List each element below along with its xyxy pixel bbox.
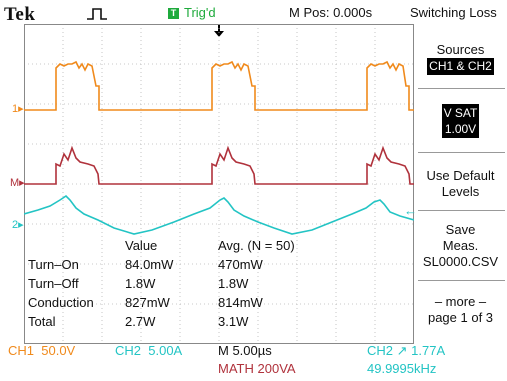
math-label: MATH [218,361,254,376]
trigger-level-arrow-icon: ← [404,203,417,218]
waveform-display[interactable] [24,24,414,344]
save-line2: Meas. [442,238,479,253]
vsat-value-box: V SAT 1.00V [441,104,480,138]
meas-row-avg: 3.1W [218,314,249,329]
ch1-trace [24,60,414,111]
math-ground-marker[interactable]: M▸ [10,176,25,189]
use-default-levels-button[interactable]: Use Default Levels [414,168,507,200]
math-readout[interactable]: MATH 200VA [218,361,296,376]
sources-button[interactable]: Sources CH1 & CH2 [414,42,507,75]
horizontal-position: M Pos: 0.000s [289,5,373,20]
frequency-readout: 49.9995kHz [367,361,437,376]
timebase-readout[interactable]: M 5.00µs [218,343,272,358]
sources-label: Sources [436,42,485,57]
ch2-scale: 5.00A [148,343,183,358]
meas-row-value: 2.7W [125,314,156,329]
ch1-label: CH1 [8,343,35,358]
ch2-ground-marker[interactable]: 2▸ [12,218,24,231]
meas-header-value: Value [125,238,158,253]
marker-arrow-right-icon: ▸ [18,219,24,231]
pulse-acquire-icon [87,8,107,20]
brand-logo: Tek [4,4,36,25]
trigger-status-indicator: T [168,8,179,19]
math-marker-label: M [10,177,20,189]
meas-header-avg: Avg. (N = 50) [218,238,295,253]
default-levels-line2: Levels [441,184,480,199]
marker-arrow-right-icon: ▸ [18,103,24,115]
sources-value: CH1 & CH2 [427,58,494,75]
trigger-readout[interactable]: CH2 ↗ 1.77A [367,343,445,359]
ch2-marker-label: 2 [12,219,19,231]
more-line2: page 1 of 3 [427,310,494,325]
math-scale: 200VA [257,361,296,376]
meas-row-label: Turn–On [28,257,79,272]
vsat-value: 1.00V [444,122,477,136]
meas-row-label: Total [28,314,56,329]
trigger-level: 1.77A [411,343,446,358]
meas-row-value: 1.8W [125,276,156,291]
meas-row-avg: 470mW [218,257,263,272]
ch2-trace [24,194,414,235]
save-line3: SL0000.CSV [422,254,499,269]
default-levels-line1: Use Default [426,168,495,183]
meas-row-avg: 814mW [218,295,263,310]
trigger-status-text: Trig'd [184,5,216,20]
menu-divider [418,210,505,211]
rising-edge-icon: ↗ [396,343,408,358]
meas-row-label: Turn–Off [28,276,79,291]
math-trace [24,145,414,185]
meas-row-label: Conduction [28,295,94,310]
ch1-ground-marker[interactable]: 1▸ [12,102,24,115]
meas-row-avg: 1.8W [218,276,249,291]
vsat-label: V SAT [443,106,478,120]
meas-row-value: 84.0mW [125,257,174,272]
ch1-marker-label: 1 [12,103,19,115]
marker-arrow-right-icon: ▸ [19,177,25,189]
menu-divider [418,152,505,153]
menu-divider [418,280,505,281]
trigger-source: CH2 [367,343,394,358]
menu-title: Switching Loss [410,5,497,20]
save-measurements-button[interactable]: Save Meas. SL0000.CSV [414,222,507,270]
ch1-scale: 50.0V [41,343,76,358]
more-line1: – more – [434,294,487,309]
ch2-readout[interactable]: CH2 5.00A [115,343,182,358]
save-line1: Save [445,222,476,237]
meas-row-value: 827mW [125,295,170,310]
menu-divider [418,88,505,89]
ch2-label: CH2 [115,343,142,358]
vsat-button[interactable]: V SAT 1.00V [414,104,507,138]
more-button[interactable]: – more – page 1 of 3 [414,294,507,326]
ch1-readout[interactable]: CH1 50.0V [8,343,75,358]
